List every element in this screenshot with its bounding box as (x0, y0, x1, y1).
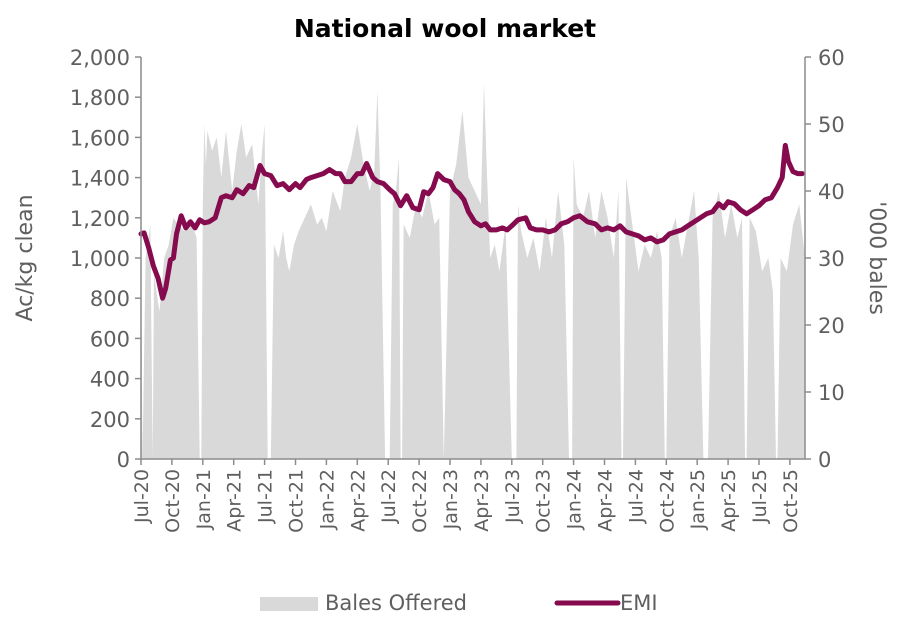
emi-line (138, 142, 805, 301)
x-tick-label: Oct-21 (286, 469, 308, 533)
left-tick-label: 200 (90, 408, 130, 432)
left-tick-label: 1,400 (70, 167, 130, 191)
x-tick-label: Oct-24 (656, 469, 678, 533)
legend-label-bales-offered: Bales Offered (325, 591, 467, 615)
left-axis-title: Ac/kg clean (13, 194, 38, 321)
x-tick-label: Jul-20 (131, 469, 153, 524)
left-y-axis: 0 200 400 600 800 1,000 1,200 1,400 1,600 1,800 2,… (70, 46, 142, 472)
x-tick-label: Jan-25 (687, 469, 709, 530)
right-tick-label: 60 (818, 46, 845, 70)
x-tick-label: Oct-23 (533, 469, 555, 533)
right-tick-label: 50 (818, 113, 845, 137)
x-tick-label: Oct-22 (409, 469, 431, 533)
left-tick-label: 2,000 (70, 46, 130, 70)
left-tick-label: 600 (90, 327, 130, 351)
x-tick-label: Jan-22 (316, 469, 338, 530)
right-y-axis: 0 10 20 30 40 50 60 (804, 46, 845, 472)
right-tick-label: 10 (818, 381, 845, 405)
x-tick-label: Jan-21 (193, 469, 215, 530)
x-tick-label: Oct-25 (780, 469, 802, 533)
chart-title: National wool market (294, 14, 596, 43)
bales-offered-swatch-icon (260, 597, 318, 611)
left-tick-label: 400 (90, 368, 130, 392)
plot-area (138, 83, 805, 460)
legend: Bales Offered EMI (260, 591, 658, 615)
x-tick-label: Jan-23 (440, 469, 462, 530)
right-tick-label: 20 (818, 314, 845, 338)
legend-label-emi: EMI (620, 591, 658, 615)
x-tick-label: Apr-21 (224, 469, 246, 532)
x-axis: Jul-20 Oct-20 Jan-21 Apr-21 Jul-21 Oct-21 Jan-… (131, 458, 805, 533)
right-tick-label: 40 (818, 180, 845, 204)
x-tick-label: Apr-23 (471, 469, 493, 532)
x-tick-label: Apr-22 (347, 469, 369, 532)
left-tick-label: 1,800 (70, 86, 130, 110)
right-tick-label: 30 (818, 247, 845, 271)
x-tick-label: Apr-25 (718, 469, 740, 532)
x-tick-label: Jul-22 (378, 469, 400, 524)
legend-item-bales-offered: Bales Offered (260, 591, 467, 615)
bales-offered-area (141, 83, 805, 460)
left-tick-label: 1,600 (70, 126, 130, 150)
x-tick-label: Jul-25 (749, 469, 771, 524)
x-tick-label: Jan-24 (564, 469, 586, 530)
left-tick-label: 1,000 (70, 247, 130, 271)
x-tick-label: Jul-21 (255, 469, 277, 524)
right-axis-title: '000 bales (864, 201, 889, 315)
left-tick-label: 800 (90, 287, 130, 311)
x-tick-label: Jul-23 (502, 469, 524, 524)
x-tick-label: Jul-24 (625, 469, 647, 524)
legend-item-emi: EMI (554, 591, 658, 615)
left-tick-label: 1,200 (70, 207, 130, 231)
left-tick-label: 0 (117, 448, 130, 472)
x-tick-label: Apr-24 (595, 469, 617, 532)
right-tick-label: 0 (818, 448, 831, 472)
x-tick-label: Oct-20 (162, 469, 184, 533)
